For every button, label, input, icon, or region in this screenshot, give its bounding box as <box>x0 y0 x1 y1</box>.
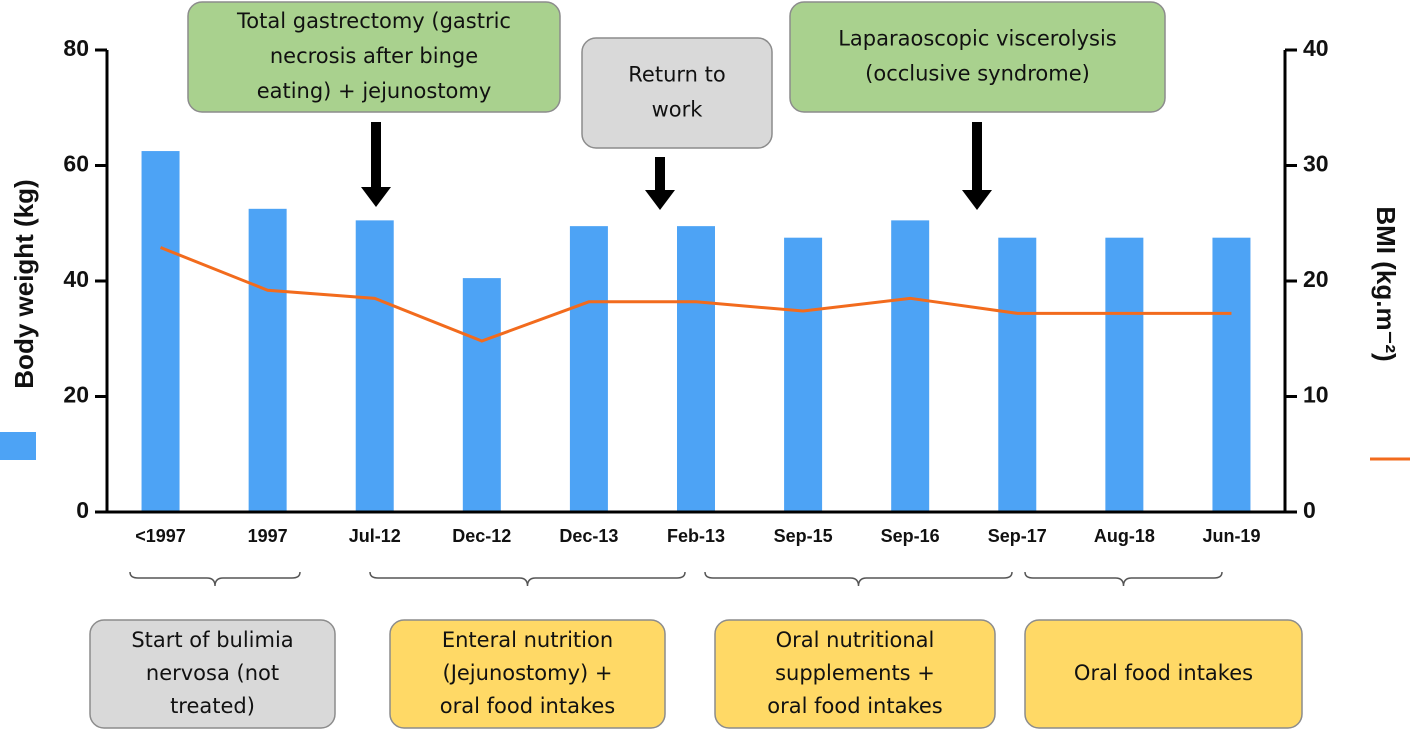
y-tick-label: 20 <box>63 382 89 408</box>
brace <box>1024 571 1223 587</box>
callout-text: eating) + jejunostomy <box>257 79 492 103</box>
bar <box>784 237 823 512</box>
arrow <box>645 157 675 210</box>
brace <box>704 571 1013 587</box>
bar <box>355 220 394 513</box>
callout-box <box>581 37 773 149</box>
arrow <box>361 122 391 207</box>
callout-text: (occlusive syndrome) <box>865 62 1090 86</box>
y-tick-label: 40 <box>63 266 89 292</box>
callout-box <box>187 1 561 113</box>
callout-text: Total gastrectomy (gastric <box>236 9 511 33</box>
brace <box>369 571 686 587</box>
callout-text: Start of bulimia <box>131 628 293 652</box>
x-tick-label: Sep-16 <box>881 526 940 546</box>
callout-box <box>789 1 1166 113</box>
callout-text: nervosa (not <box>146 661 279 685</box>
x-tick-label: Jun-19 <box>1202 526 1260 546</box>
y2-tick-label: 20 <box>1303 266 1329 292</box>
brace <box>129 571 301 587</box>
bar <box>248 208 287 512</box>
y-tick-label: 80 <box>63 35 89 61</box>
legend-swatch <box>0 432 36 460</box>
callout-text: Enteral nutrition <box>442 628 613 652</box>
callout-text: Oral food intakes <box>1074 661 1253 685</box>
x-tick-label: Feb-13 <box>667 526 725 546</box>
y2-tick-label: 0 <box>1303 497 1316 523</box>
callout-box <box>89 619 336 729</box>
y-tick-label: 60 <box>63 151 89 177</box>
bar <box>462 278 501 512</box>
arrow <box>962 122 992 210</box>
callout-text: oral food intakes <box>440 694 615 718</box>
bar <box>1212 237 1251 512</box>
callout-text: (Jejunostomy) + <box>443 661 613 685</box>
bar <box>677 226 715 512</box>
bar <box>998 237 1037 512</box>
callout-text: Return to <box>628 63 725 87</box>
callout-text: oral food intakes <box>767 694 942 718</box>
bar <box>891 220 930 513</box>
bar <box>1105 237 1144 512</box>
callout-text: treated) <box>170 694 255 718</box>
bmi-line <box>159 246 1232 343</box>
callout-box <box>714 619 996 729</box>
x-tick-label: Sep-17 <box>988 526 1047 546</box>
x-tick-label: <1997 <box>135 526 186 546</box>
callout-text: work <box>652 98 704 122</box>
callout-box <box>389 619 666 729</box>
y2-tick-label: 40 <box>1303 35 1329 61</box>
bar <box>141 151 180 512</box>
callout-text: supplements + <box>775 661 935 685</box>
callout-box <box>1024 619 1303 729</box>
y2-tick-label: 10 <box>1303 382 1329 408</box>
x-tick-label: 1997 <box>248 526 288 546</box>
x-tick-label: Sep-15 <box>774 526 833 546</box>
x-tick-label: Dec-12 <box>452 526 511 546</box>
callout-text: necrosis after binge <box>270 44 478 68</box>
y-tick-label: 0 <box>76 497 89 523</box>
y2-tick-label: 30 <box>1303 151 1329 177</box>
callout-text: Laparaoscopic viscerolysis <box>838 27 1117 51</box>
y-axis-label: Body weight (kg) <box>9 179 39 388</box>
x-tick-label: Dec-13 <box>559 526 618 546</box>
callout-text: Oral nutritional <box>776 628 935 652</box>
bar <box>569 226 608 512</box>
y2-axis-label: BMI (kg.m⁻²) <box>1371 206 1401 361</box>
x-tick-label: Jul-12 <box>349 526 401 546</box>
x-tick-label: Aug-18 <box>1094 526 1155 546</box>
